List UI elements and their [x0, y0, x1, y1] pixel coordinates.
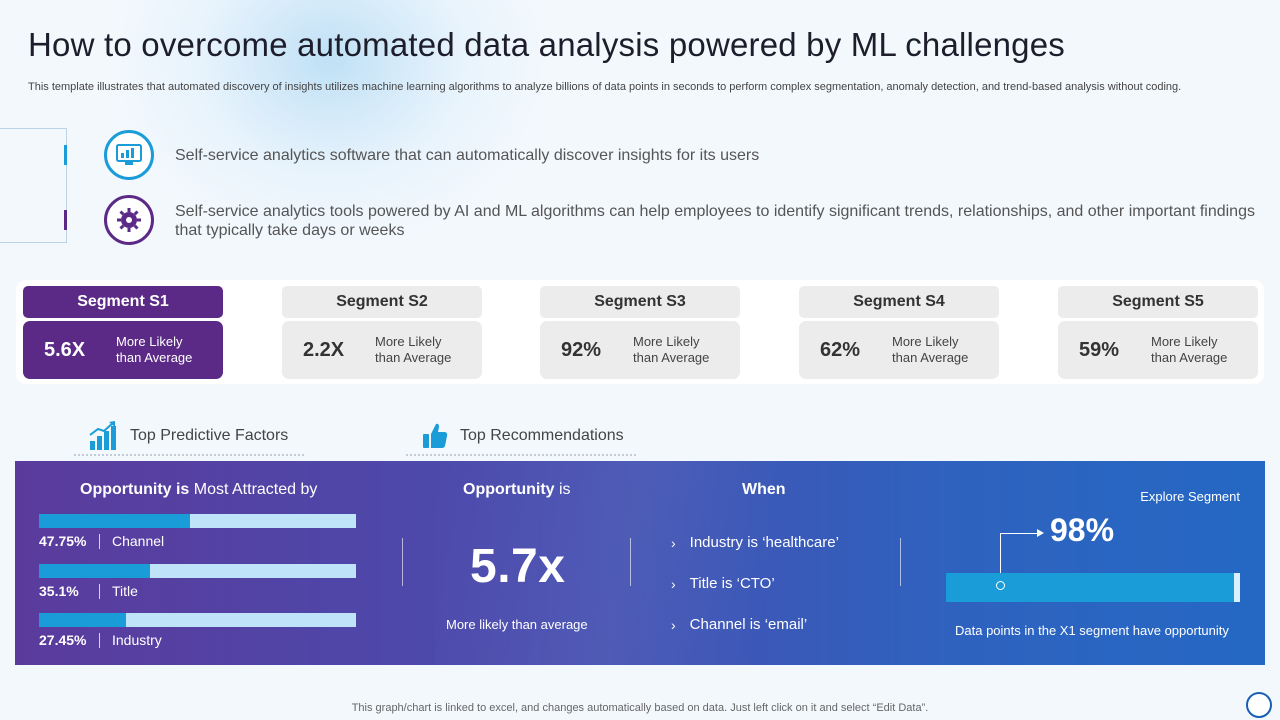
factor-bar-track	[39, 514, 356, 528]
divider	[900, 538, 901, 586]
section-label-text: Top Predictive Factors	[130, 427, 289, 444]
chevron-right-icon: ›	[671, 534, 676, 551]
segment-title: Segment S1	[23, 286, 223, 318]
opportunity-is-heading: Opportunity is	[463, 481, 571, 498]
segment-value: 5.6X	[44, 338, 86, 361]
segment-card-s4[interactable]: Segment S4 62% More Likely than Average	[799, 286, 999, 379]
factor-row: 27.45% Industry	[39, 613, 359, 648]
factor-bar-fill	[39, 514, 191, 528]
timeline-tick-1	[64, 145, 67, 165]
factor-label: 35.1% Title	[39, 583, 138, 599]
footer-note: This graph/chart is linked to excel, and…	[351, 702, 929, 714]
segment-body: 59% More Likely than Average	[1058, 321, 1258, 379]
chevron-right-icon: ›	[671, 575, 676, 592]
bullet-text-1: Self-service analytics software that can…	[175, 147, 760, 164]
opportunity-heading: Opportunity is Most Attracted by	[80, 481, 318, 498]
opportunity-multiplier: 5.7x	[470, 540, 566, 593]
ai-brain-gear-icon	[104, 195, 154, 245]
corner-circle-icon	[1246, 692, 1272, 718]
segment-card-s3[interactable]: Segment S3 92% More Likely than Average	[540, 286, 740, 379]
opportunity-panel: Opportunity is Most Attracted by 47.75% C…	[15, 461, 1265, 665]
segment-value: 62%	[820, 338, 861, 361]
chevron-right-icon: ›	[671, 616, 676, 633]
explore-segment-label[interactable]: Explore Segment	[1140, 489, 1240, 504]
factor-bar-fill	[39, 613, 127, 627]
multiplier-description: More likely than average	[446, 617, 588, 632]
divider	[630, 538, 631, 586]
explore-description: Data points in the X1 segment have oppor…	[955, 623, 1229, 638]
segment-body: 92% More Likely than Average	[540, 321, 740, 379]
timeline-tick-2	[64, 210, 67, 230]
segment-card-s5[interactable]: Segment S5 59% More Likely than Average	[1058, 286, 1258, 379]
pointer-arrow-icon	[1037, 529, 1044, 537]
factor-bar-track	[39, 613, 356, 627]
thumbs-up-icon	[423, 423, 448, 448]
segment-value: 59%	[1079, 338, 1120, 361]
explore-percentage: 98%	[1050, 512, 1115, 548]
bar-chart-growth-icon	[89, 421, 116, 450]
segment-value: 2.2X	[303, 338, 345, 361]
timeline-bracket	[0, 128, 67, 243]
explore-progress-end	[1234, 573, 1240, 602]
segment-desc: More Likely than Average	[892, 334, 969, 365]
bullet-text-2: Self-service analytics tools powered by …	[175, 203, 1255, 239]
segment-desc: More Likely than Average	[116, 334, 193, 365]
segment-desc: More Likely than Average	[375, 334, 452, 365]
section-top-recommendations: Top Recommendations	[406, 420, 636, 456]
factor-bar-track	[39, 564, 356, 578]
segment-card-s2[interactable]: Segment S2 2.2X More Likely than Average	[282, 286, 482, 379]
factor-bar-fill	[39, 564, 151, 578]
when-heading: When	[742, 481, 786, 498]
when-item: › Title is ‘CTO’	[671, 575, 775, 592]
segment-body: 2.2X More Likely than Average	[282, 321, 482, 379]
factor-row: 47.75% Channel	[39, 514, 359, 549]
segment-title: Segment S3	[540, 286, 740, 318]
page-title: How to overcome automated data analysis …	[28, 26, 1065, 63]
when-item: › Industry is ‘healthcare’	[671, 534, 839, 551]
segment-value: 92%	[561, 338, 602, 361]
segment-desc: More Likely than Average	[1151, 334, 1228, 365]
explore-progress-bar	[946, 573, 1240, 602]
pointer-line	[1000, 533, 1042, 534]
segment-title: Segment S2	[282, 286, 482, 318]
analytics-screen-icon	[104, 130, 154, 180]
explore-marker	[996, 581, 1005, 590]
segment-desc: More Likely than Average	[633, 334, 710, 365]
segment-body: 62% More Likely than Average	[799, 321, 999, 379]
segment-title: Segment S5	[1058, 286, 1258, 318]
divider	[402, 538, 403, 586]
when-item: › Channel is ‘email’	[671, 616, 808, 633]
factor-label: 27.45% Industry	[39, 632, 162, 648]
section-top-predictive-factors: Top Predictive Factors	[74, 420, 304, 456]
panel-decoration	[435, 461, 915, 665]
factor-label: 47.75% Channel	[39, 533, 165, 549]
segment-card-s1[interactable]: Segment S1 5.6X More Likely than Average	[23, 286, 223, 379]
segment-body: 5.6X More Likely than Average	[23, 321, 223, 379]
page-subtitle: This template illustrates that automated…	[28, 81, 1182, 93]
segment-title: Segment S4	[799, 286, 999, 318]
factor-row: 35.1% Title	[39, 564, 359, 599]
section-label-text: Top Recommendations	[460, 427, 624, 444]
pointer-line	[1000, 533, 1001, 585]
